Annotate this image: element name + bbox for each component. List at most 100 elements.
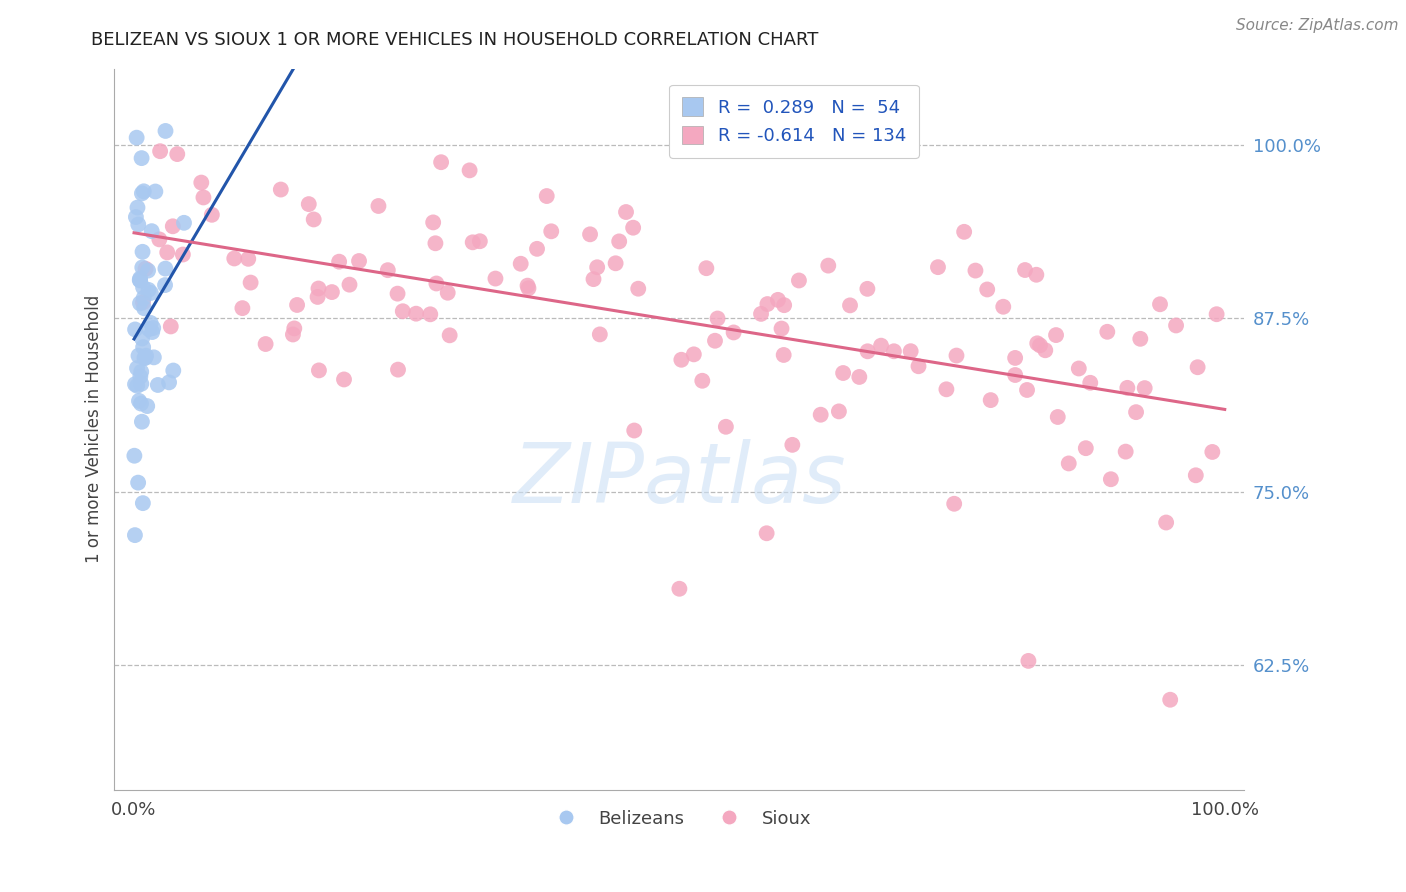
Point [582, 272, 605, 286]
Point [536, 189, 558, 203]
Point [193, 190, 215, 204]
Text: Source: ZipAtlas.com: Source: ZipAtlas.com [1236, 18, 1399, 33]
Point [1125, 405, 1147, 419]
Point [1115, 444, 1137, 458]
Point [1026, 336, 1049, 351]
Point [138, 283, 160, 297]
Point [125, 130, 148, 145]
Point [900, 344, 922, 359]
Y-axis label: 1 or more Vehicles in Household: 1 or more Vehicles in Household [86, 295, 103, 564]
Point [627, 282, 650, 296]
Point [1025, 268, 1047, 282]
Point [149, 145, 172, 159]
Point [128, 273, 150, 287]
Point [425, 236, 447, 251]
Point [155, 124, 177, 138]
Point [621, 220, 644, 235]
Point [927, 260, 949, 275]
Point [1129, 332, 1152, 346]
Point [817, 259, 839, 273]
Point [135, 261, 157, 276]
Point [321, 285, 343, 299]
Point [367, 199, 389, 213]
Point [695, 261, 717, 276]
Point [458, 163, 481, 178]
Point [141, 224, 163, 238]
Point [128, 393, 150, 408]
Point [1004, 351, 1026, 365]
Point [723, 326, 745, 340]
Point [308, 281, 330, 295]
Point [953, 225, 976, 239]
Point [141, 325, 163, 339]
Point [339, 277, 361, 292]
Point [692, 374, 714, 388]
Point [328, 254, 350, 268]
Point [298, 197, 321, 211]
Point [1017, 654, 1039, 668]
Point [124, 528, 146, 542]
Point [131, 331, 153, 345]
Point [980, 393, 1002, 408]
Text: ZIPatlas: ZIPatlas [513, 439, 846, 520]
Point [153, 278, 176, 293]
Point [425, 277, 447, 291]
Point [430, 155, 453, 169]
Point [131, 376, 153, 391]
Point [856, 344, 879, 359]
Point [935, 382, 957, 396]
Point [1014, 263, 1036, 277]
Point [756, 297, 779, 311]
Point [132, 291, 155, 305]
Point [614, 205, 637, 219]
Point [749, 307, 772, 321]
Point [586, 260, 609, 275]
Point [832, 366, 855, 380]
Point [138, 322, 160, 336]
Point [302, 212, 325, 227]
Point [1116, 381, 1139, 395]
Point [127, 201, 149, 215]
Point [129, 271, 152, 285]
Point [1004, 368, 1026, 382]
Point [159, 319, 181, 334]
Point [155, 261, 177, 276]
Point [135, 349, 157, 363]
Point [1099, 472, 1122, 486]
Point [1078, 376, 1101, 390]
Point [1046, 409, 1069, 424]
Point [605, 256, 627, 270]
Point [671, 352, 693, 367]
Point [770, 321, 793, 335]
Point [387, 362, 409, 376]
Point [484, 271, 506, 285]
Point [1187, 360, 1209, 375]
Point [1205, 307, 1227, 321]
Point [254, 337, 277, 351]
Point [127, 218, 149, 232]
Point [607, 235, 630, 249]
Point [129, 396, 152, 410]
Point [190, 176, 212, 190]
Point [1074, 441, 1097, 455]
Point [173, 216, 195, 230]
Point [1033, 343, 1056, 358]
Point [129, 296, 152, 310]
Point [714, 419, 737, 434]
Point [139, 316, 162, 330]
Point [125, 361, 148, 376]
Point [124, 449, 146, 463]
Point [682, 347, 704, 361]
Point [131, 151, 153, 165]
Point [333, 372, 356, 386]
Point [1045, 328, 1067, 343]
Point [142, 321, 165, 335]
Point [142, 351, 165, 365]
Point [509, 257, 531, 271]
Point [143, 185, 166, 199]
Point [589, 327, 612, 342]
Point [136, 263, 159, 277]
Point [755, 526, 778, 541]
Point [129, 365, 152, 379]
Point [224, 252, 246, 266]
